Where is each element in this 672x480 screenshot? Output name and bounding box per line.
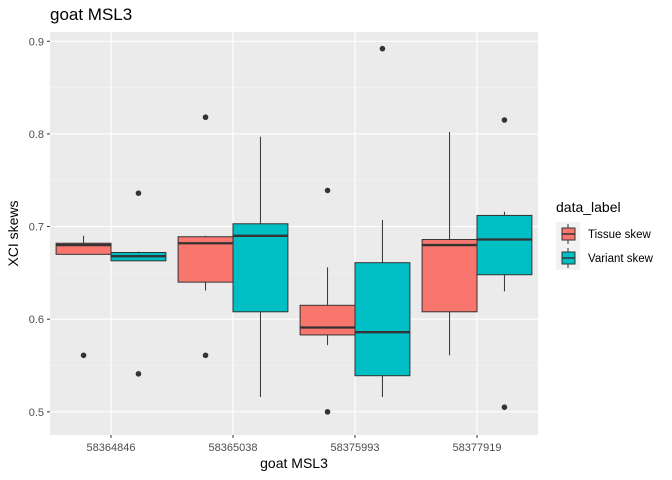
box-body [55,242,112,255]
x-tick-label: 58365038 [209,442,258,454]
box-tissue-skew [177,114,234,359]
y-tick-label: 0.7 [29,222,44,234]
outlier-point [324,187,331,194]
box-body [232,223,289,313]
box-variant-skew [232,136,289,398]
box-variant-skew [354,45,411,398]
box-variant-skew [476,117,533,411]
y-tick-label: 0.8 [29,129,44,141]
y-tick-label: 0.5 [29,407,44,419]
outlier-point [135,190,142,196]
outlier-point [501,404,508,411]
legend-label: Variant skew [588,253,654,265]
x-tick-label: 58377919 [453,442,502,454]
legend-key [556,222,580,246]
outlier-point [202,114,209,121]
outlier-point [202,352,209,359]
x-axis-title: goat MSL3 [260,455,328,471]
box-layer [55,45,533,415]
chart-title: goat MSL3 [50,5,132,24]
legend-label: Tissue skew [588,229,652,241]
y-axis-title: XCI skews [5,200,21,266]
outlier-point [135,371,142,377]
x-tick-label: 58364846 [87,442,136,454]
box-body [299,304,356,336]
box-body [354,262,411,377]
box-variant-skew [110,190,167,377]
y-axis: 0.5 0.6 0.7 0.8 0.9 [29,36,50,419]
outlier-point [80,352,87,359]
y-tick-label: 0.6 [29,314,44,326]
box-body [476,214,533,276]
outlier-point [379,45,386,52]
box-tissue-skew [299,187,356,415]
box-tissue-skew [421,132,478,356]
x-tick-label: 58375993 [331,442,380,454]
y-tick-label: 0.9 [29,36,44,48]
legend-title: data_label [556,199,621,215]
legend: data_label Tissue skew Variant skew [556,199,654,270]
outlier-point [501,117,508,123]
box-tissue-skew [55,235,112,359]
x-axis: 58364846 58365038 58375993 58377919 [87,435,502,454]
legend-key [556,246,580,270]
outlier-point [324,409,331,415]
box-body [421,239,478,313]
plot-panel [50,32,538,435]
